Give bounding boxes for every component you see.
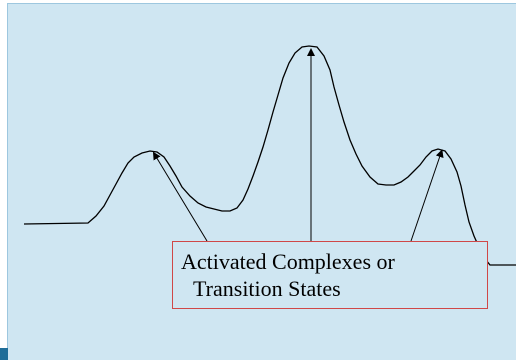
corner-accent [0, 348, 8, 360]
arrow-left-peak [152, 151, 208, 242]
callout-line-1: Activated Complexes or [181, 249, 395, 274]
callout-line-2: Transition States [193, 276, 341, 301]
energy-curve [23, 45, 516, 266]
transition-state-callout: Activated Complexes or Transition States [172, 241, 488, 309]
arrow-right-peak [410, 149, 444, 242]
